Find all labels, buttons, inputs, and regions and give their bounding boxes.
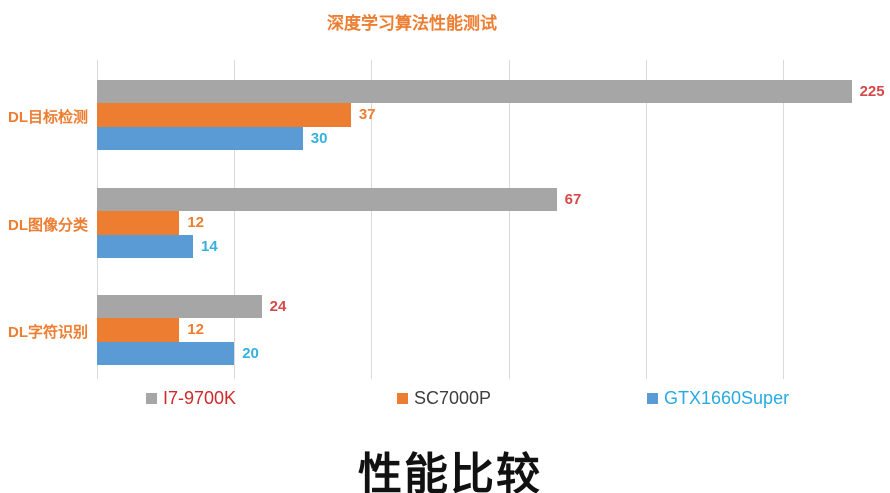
gridline-80 <box>645 60 647 379</box>
legend-swatch-orange-icon <box>397 392 408 404</box>
legend-label-gtx1660super: GTX1660Super <box>664 387 790 408</box>
bar-sc7000p-group1 <box>97 103 351 127</box>
category-label-1: DL目标检测 <box>8 108 88 126</box>
value-label-gtx1660super-group1: 30 <box>310 129 328 147</box>
footer-title: 性能比较 <box>358 450 542 493</box>
value-label-sc7000p-group2: 12 <box>187 214 204 232</box>
bar-i7-9700k-group2 <box>97 188 557 212</box>
gridline-60 <box>508 60 510 379</box>
gridline-20 <box>234 60 236 379</box>
value-label-i7-9700k-group1: 225 <box>859 83 885 100</box>
legend-item-sc7000p: SC7000P <box>397 388 491 408</box>
plot-area: 225 37 30 67 12 14 24 12 20 <box>97 60 885 379</box>
bar-sc7000p-group3 <box>97 318 180 342</box>
bar-gtx1660super-group3 <box>97 341 235 365</box>
value-label-sc7000p-group3: 12 <box>187 321 204 339</box>
bar-i7-9700k-group1 <box>97 80 852 104</box>
bar-sc7000p-group2 <box>97 211 180 235</box>
legend-label-sc7000p: SC7000P <box>414 387 492 408</box>
gridline-40 <box>371 60 373 379</box>
value-label-sc7000p-group1: 37 <box>358 106 376 124</box>
bar-gtx1660super-group2 <box>97 234 194 258</box>
category-label-2: DL图像分类 <box>8 216 88 234</box>
legend-swatch-blue-icon <box>647 392 658 404</box>
chart-title: 深度学习算法性能测试 <box>327 14 497 33</box>
legend-item-gtx1660super: GTX1660Super <box>647 388 789 408</box>
legend: I7-9700K SC7000P GTX1660Super <box>0 388 890 408</box>
value-label-gtx1660super-group2: 14 <box>201 237 218 255</box>
legend-item-i7-9700k: I7-9700K <box>146 388 236 408</box>
value-label-gtx1660super-group3: 20 <box>242 344 259 362</box>
gridline-100 <box>783 60 784 379</box>
legend-swatch-gray-icon <box>146 392 157 404</box>
bar-gtx1660super-group1 <box>97 126 303 150</box>
value-label-i7-9700k-group3: 24 <box>269 298 287 315</box>
legend-label-i7-9700k: I7-9700K <box>163 387 237 408</box>
category-label-3: DL字符识别 <box>8 323 88 341</box>
value-label-i7-9700k-group2: 67 <box>564 191 582 208</box>
bar-i7-9700k-group3 <box>97 295 262 319</box>
